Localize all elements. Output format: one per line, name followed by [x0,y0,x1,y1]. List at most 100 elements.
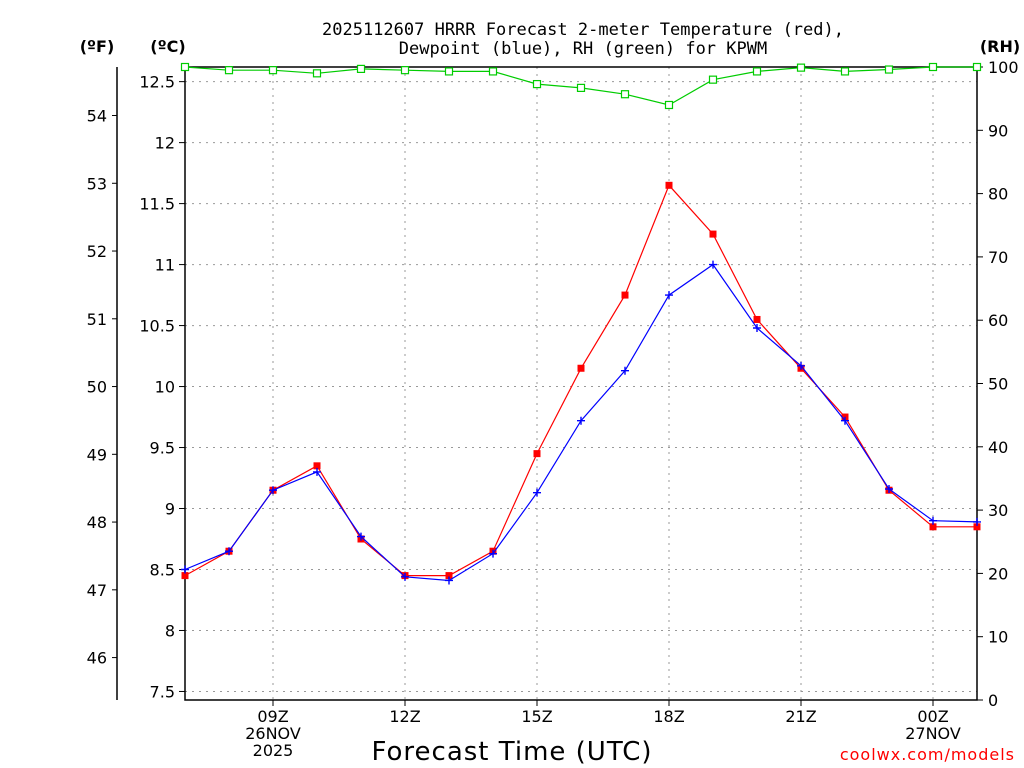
data-point-rh [752,67,762,76]
x-axis-title: Forecast Time (UTC) [371,737,652,767]
rh-unit-label: (RH) [980,37,1020,56]
data-point-dewpoint [665,291,673,300]
celsius-tick-label: 8 [165,621,175,640]
data-point-rh [576,83,586,92]
data-point-temperature [313,462,321,470]
data-point-dewpoint [533,488,541,497]
data-point-dewpoint [489,549,497,558]
x-tick-label: 09Z [257,707,288,726]
fahrenheit-tick-label: 54 [87,107,107,126]
series-line-temperature [184,184,977,577]
data-point-temperature [709,230,717,238]
data-point-dewpoint [577,416,585,425]
celsius-tick-label: 7.5 [150,682,175,701]
data-point-dewpoint [269,486,277,495]
data-point-dewpoint [225,547,233,556]
x-tick-label: 00Z [917,707,948,726]
x-tick-label: 18Z [653,707,684,726]
data-point-dewpoint [973,517,981,526]
celsius-unit-label: (ºC) [150,37,185,56]
rh-tick-label: 80 [988,185,1008,204]
x-tick-label: 27NOV [905,724,961,743]
data-point-temperature [621,291,629,299]
celsius-tick-label: 9 [165,500,175,519]
data-point-temperature [577,364,585,372]
data-point-dewpoint [841,416,849,425]
celsius-tick-label: 10 [155,378,175,397]
data-point-dewpoint [357,532,365,541]
fahrenheit-tick-label: 53 [87,174,107,193]
rh-tick-label: 100 [988,58,1019,77]
x-tick-label: 12Z [389,707,420,726]
data-point-temperature [753,315,761,323]
data-point-rh [620,90,630,99]
chart-title-line-1: 2025112607 HRRR Forecast 2-meter Tempera… [322,20,844,40]
data-point-rh [488,67,498,76]
data-point-temperature [445,572,453,580]
rh-tick-label: 60 [988,311,1008,330]
fahrenheit-tick-label: 46 [87,649,107,668]
rh-tick-label: 70 [988,248,1008,267]
data-point-dewpoint [181,565,189,574]
data-point-rh [928,62,938,72]
data-point-temperature [181,572,189,580]
data-point-rh [796,63,806,72]
data-point-rh [356,64,366,73]
data-point-dewpoint [401,572,409,581]
series-layer [180,62,982,585]
plot-frame [184,66,978,701]
celsius-tick-label: 9.5 [150,439,175,458]
data-point-dewpoint [753,324,761,333]
celsius-tick-label: 11.5 [139,195,175,214]
data-point-rh [444,67,454,76]
data-point-dewpoint [313,467,321,476]
x-tick-label: 21Z [785,707,816,726]
celsius-tick-label: 12 [155,134,175,153]
fahrenheit-unit-label: (ºF) [80,37,115,56]
celsius-tick-label: 8.5 [150,560,175,579]
celsius-tick-label: 10.5 [139,317,175,336]
rh-tick-label: 50 [988,375,1008,394]
data-point-rh [708,75,718,84]
data-point-rh [532,79,542,89]
fahrenheit-tick-label: 50 [87,378,107,397]
chart-title-line-2: Dewpoint (blue), RH (green) for KPWM [399,39,767,59]
data-point-rh [180,62,190,72]
data-point-dewpoint [797,361,805,370]
data-point-rh [312,69,322,78]
data-point-rh [268,66,278,75]
fahrenheit-tick-label: 51 [87,310,107,329]
data-point-temperature [929,523,937,531]
data-point-rh [972,62,982,72]
data-point-dewpoint [709,260,717,269]
rh-tick-label: 10 [988,628,1008,647]
data-point-rh [664,100,674,110]
rh-tick-label: 30 [988,501,1008,520]
data-point-dewpoint [445,576,453,585]
data-point-rh [400,66,410,75]
rh-tick-label: 0 [988,691,998,710]
data-point-temperature [973,523,981,531]
data-point-temperature [533,450,541,458]
x-tick-label: 15Z [521,707,552,726]
data-point-temperature [665,181,673,189]
data-point-dewpoint [885,485,893,493]
data-point-dewpoint [929,516,937,525]
data-point-rh [224,66,234,75]
fahrenheit-tick-label: 49 [87,445,107,464]
celsius-tick-label: 12.5 [139,73,175,92]
fahrenheit-tick-label: 47 [87,581,107,600]
rh-tick-label: 40 [988,438,1008,457]
axis-layer: 7.5 8 8.5 9 9.5 10 10.5 11 11.5 12 12.5 46 47 48 49 50 5… [87,58,1019,760]
fahrenheit-tick-label: 48 [87,513,107,532]
rh-tick-label: 20 [988,564,1008,583]
x-tick-label: 2025 [253,741,294,760]
data-point-rh [884,65,894,74]
credit-text: coolwx.com/models [840,745,1015,764]
celsius-tick-label: 11 [155,256,175,275]
grid-layer [185,67,977,700]
x-tick-label: 26NOV [245,724,301,743]
rh-tick-label: 90 [988,121,1008,140]
data-point-dewpoint [621,366,629,375]
